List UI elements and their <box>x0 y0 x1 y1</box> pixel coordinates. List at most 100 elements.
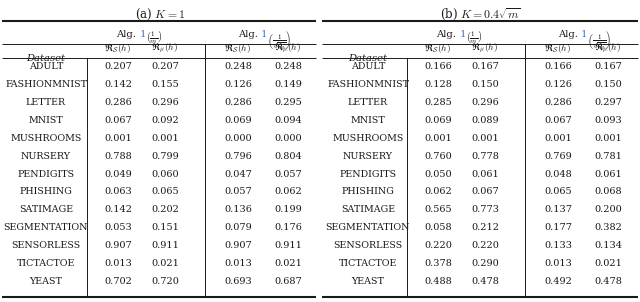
Text: $\left(\frac{1}{\sqrt{m}}\right)$: $\left(\frac{1}{\sqrt{m}}\right)$ <box>267 30 292 53</box>
Text: 0.001: 0.001 <box>594 134 622 143</box>
Text: MNIST: MNIST <box>351 116 385 125</box>
Text: $\mathfrak{R}_{\mathcal{S}}(h)$: $\mathfrak{R}_{\mathcal{S}}(h)$ <box>104 42 132 55</box>
Text: 0.142: 0.142 <box>104 80 132 89</box>
Text: $\left(\frac{1}{\sqrt{m}}\right)$: $\left(\frac{1}{\sqrt{m}}\right)$ <box>587 30 612 53</box>
Text: PENDIGITS: PENDIGITS <box>17 169 75 178</box>
Text: 0.295: 0.295 <box>274 98 302 107</box>
Text: 0.296: 0.296 <box>471 98 499 107</box>
Text: 0.212: 0.212 <box>471 223 499 232</box>
Text: TICTACTOE: TICTACTOE <box>17 259 75 268</box>
Text: 0.296: 0.296 <box>151 98 179 107</box>
Text: 0.069: 0.069 <box>224 116 252 125</box>
Text: 0.128: 0.128 <box>424 80 452 89</box>
Text: 0.167: 0.167 <box>594 62 622 71</box>
Text: 0.565: 0.565 <box>424 205 452 214</box>
Text: 0.001: 0.001 <box>471 134 499 143</box>
Text: 0.057: 0.057 <box>224 188 252 197</box>
Text: 0.769: 0.769 <box>544 152 572 161</box>
Text: 0.155: 0.155 <box>151 80 179 89</box>
Text: 0.207: 0.207 <box>151 62 179 71</box>
Text: YEAST: YEAST <box>29 277 63 286</box>
Text: 0.478: 0.478 <box>471 277 499 286</box>
Text: LETTER: LETTER <box>26 98 66 107</box>
Text: 0.176: 0.176 <box>274 223 302 232</box>
Text: SENSORLESS: SENSORLESS <box>12 241 81 250</box>
Text: 0.378: 0.378 <box>424 259 452 268</box>
Text: 0.133: 0.133 <box>544 241 572 250</box>
Text: 0.286: 0.286 <box>224 98 252 107</box>
Text: 0.065: 0.065 <box>544 188 572 197</box>
Text: 0.050: 0.050 <box>424 169 452 178</box>
Text: 0.151: 0.151 <box>151 223 179 232</box>
Text: 0.202: 0.202 <box>151 205 179 214</box>
Text: (a) $K = 1$: (a) $K = 1$ <box>135 7 185 22</box>
Text: 0.248: 0.248 <box>274 62 302 71</box>
Text: 0.492: 0.492 <box>544 277 572 286</box>
Text: 0.062: 0.062 <box>274 188 302 197</box>
Text: 0.488: 0.488 <box>424 277 452 286</box>
Text: 0.911: 0.911 <box>274 241 302 250</box>
Text: 0.001: 0.001 <box>151 134 179 143</box>
Text: 0.285: 0.285 <box>424 98 452 107</box>
Text: 0.001: 0.001 <box>424 134 452 143</box>
Text: 0.069: 0.069 <box>424 116 452 125</box>
Text: 0.021: 0.021 <box>151 259 179 268</box>
Text: 0.057: 0.057 <box>274 169 302 178</box>
Text: 0.693: 0.693 <box>224 277 252 286</box>
Text: 0.137: 0.137 <box>544 205 572 214</box>
Text: 0.799: 0.799 <box>151 152 179 161</box>
Text: 0.778: 0.778 <box>471 152 499 161</box>
Text: ADULT: ADULT <box>351 62 385 71</box>
Text: $\mathfrak{R}_{\mathcal{S}}(h)$: $\mathfrak{R}_{\mathcal{S}}(h)$ <box>225 42 252 55</box>
Text: $\mathfrak{R}_{\mu}(h)$: $\mathfrak{R}_{\mu}(h)$ <box>152 42 179 55</box>
Text: 0.907: 0.907 <box>224 241 252 250</box>
Text: 0.290: 0.290 <box>471 259 499 268</box>
Text: 0.061: 0.061 <box>471 169 499 178</box>
Text: 0.149: 0.149 <box>274 80 302 89</box>
Text: 0.093: 0.093 <box>594 116 622 125</box>
Text: FASHIONMNIST: FASHIONMNIST <box>327 80 409 89</box>
Text: 0.199: 0.199 <box>274 205 302 214</box>
Text: 0.000: 0.000 <box>274 134 302 143</box>
Text: 0.297: 0.297 <box>594 98 622 107</box>
Text: Dataset: Dataset <box>26 54 65 63</box>
Text: 0.013: 0.013 <box>544 259 572 268</box>
Text: 0.126: 0.126 <box>224 80 252 89</box>
Text: 0.220: 0.220 <box>424 241 452 250</box>
Text: LETTER: LETTER <box>348 98 388 107</box>
Text: SATIMAGE: SATIMAGE <box>19 205 73 214</box>
Text: 1: 1 <box>140 30 149 39</box>
Text: 0.286: 0.286 <box>544 98 572 107</box>
Text: PHISHING: PHISHING <box>342 188 394 197</box>
Text: 0.062: 0.062 <box>424 188 452 197</box>
Text: NURSERY: NURSERY <box>21 152 71 161</box>
Text: (b) $K = 0.4\sqrt{m}$: (b) $K = 0.4\sqrt{m}$ <box>440 7 520 22</box>
Text: 0.720: 0.720 <box>151 277 179 286</box>
Text: 0.478: 0.478 <box>594 277 622 286</box>
Text: $\mathfrak{R}_{\mu}(h)$: $\mathfrak{R}_{\mu}(h)$ <box>275 42 301 55</box>
Text: 0.134: 0.134 <box>594 241 622 250</box>
Text: Dataset: Dataset <box>349 54 387 63</box>
Text: 0.063: 0.063 <box>104 188 132 197</box>
Text: 1: 1 <box>581 30 591 39</box>
Text: ADULT: ADULT <box>29 62 63 71</box>
Text: 0.048: 0.048 <box>544 169 572 178</box>
Text: 0.207: 0.207 <box>104 62 132 71</box>
Text: 0.089: 0.089 <box>471 116 499 125</box>
Text: Alg.: Alg. <box>558 30 581 39</box>
Text: 1: 1 <box>460 30 469 39</box>
Text: SEGMENTATION: SEGMENTATION <box>326 223 410 232</box>
Text: MUSHROOMS: MUSHROOMS <box>10 134 82 143</box>
Text: SEGMENTATION: SEGMENTATION <box>4 223 88 232</box>
Text: 0.781: 0.781 <box>594 152 622 161</box>
Text: MNIST: MNIST <box>29 116 63 125</box>
Text: 0.067: 0.067 <box>544 116 572 125</box>
Text: 0.065: 0.065 <box>151 188 179 197</box>
Text: SENSORLESS: SENSORLESS <box>333 241 403 250</box>
Text: 0.126: 0.126 <box>544 80 572 89</box>
Text: 0.068: 0.068 <box>594 188 622 197</box>
Text: 0.177: 0.177 <box>544 223 572 232</box>
Text: 0.804: 0.804 <box>274 152 302 161</box>
Text: 0.166: 0.166 <box>424 62 452 71</box>
Text: PENDIGITS: PENDIGITS <box>339 169 397 178</box>
